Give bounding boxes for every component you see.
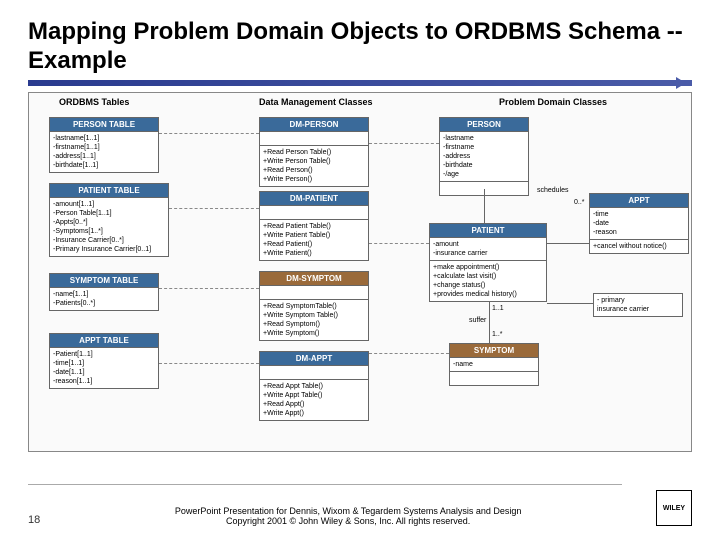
class-blank	[260, 365, 368, 379]
class-patient: PATIENT -amount -insurance carrier +make…	[429, 223, 547, 303]
dependency-line	[369, 143, 439, 144]
dependency-line	[169, 208, 259, 209]
class-appt-table: APPT TABLE -Patient[1..1] -time[1..1] -d…	[49, 333, 159, 389]
class-attrs: -time -date -reason	[590, 207, 688, 239]
class-attrs: - primary insurance carrier	[594, 294, 682, 316]
column-header-domain: Problem Domain Classes	[499, 97, 607, 107]
class-header: DM-APPT	[260, 352, 368, 365]
association-line	[489, 301, 490, 343]
class-dm-patient: DM-PATIENT +Read Patient Table() +Write …	[259, 191, 369, 261]
class-patient-table: PATIENT TABLE -amount[1..1] -Person Tabl…	[49, 183, 169, 258]
title-divider	[28, 80, 692, 86]
dependency-line	[369, 243, 429, 244]
class-ops: +make appointment() +calculate last visi…	[430, 260, 546, 301]
class-symptom-table: SYMPTOM TABLE -name[1..1] -Patients[0..*…	[49, 273, 159, 311]
class-attrs: -amount[1..1] -Person Table[1..1] -Appts…	[50, 197, 168, 257]
class-attrs: -name	[450, 357, 538, 371]
class-blank	[260, 285, 368, 299]
dependency-line	[159, 133, 259, 134]
class-dm-symptom: DM-SYMPTOM +Read SymptomTable() +Write S…	[259, 271, 369, 341]
multiplicity: 0..*	[574, 199, 585, 206]
class-dm-appt: DM-APPT +Read Appt Table() +Write Appt T…	[259, 351, 369, 421]
dependency-line	[159, 363, 259, 364]
class-header: PATIENT TABLE	[50, 184, 168, 197]
class-blank	[260, 131, 368, 145]
footer-divider	[28, 484, 622, 485]
slide: Mapping Problem Domain Objects to ORDBMS…	[0, 0, 720, 540]
column-header-ordbms: ORDBMS Tables	[59, 97, 129, 107]
class-attrs: -Patient[1..1] -time[1..1] -date[1..1] -…	[50, 347, 158, 388]
dependency-line	[369, 353, 449, 354]
class-ops: +Read Patient Table() +Write Patient Tab…	[260, 219, 368, 260]
association-line	[547, 303, 593, 304]
class-attrs: -name[1..1] -Patients[0..*]	[50, 287, 158, 310]
class-dm-person: DM-PERSON +Read Person Table() +Write Pe…	[259, 117, 369, 187]
assoc-label-suffer: suffer	[469, 317, 486, 324]
class-person-table: PERSON TABLE -lastname[1..1] -firstname[…	[49, 117, 159, 173]
class-blank	[260, 205, 368, 219]
multiplicity: 1..1	[492, 305, 504, 312]
class-attrs: -lastname -firstname -address -birthdate…	[440, 131, 528, 181]
class-header: APPT TABLE	[50, 334, 158, 347]
footer-line1: PowerPoint Presentation for Dennis, Wixo…	[175, 506, 522, 516]
class-header: SYMPTOM TABLE	[50, 274, 158, 287]
footer-text: PowerPoint Presentation for Dennis, Wixo…	[40, 506, 656, 526]
class-header: SYMPTOM	[450, 344, 538, 357]
class-header: PERSON	[440, 118, 528, 131]
slide-title: Mapping Problem Domain Objects to ORDBMS…	[28, 18, 692, 76]
column-header-dm: Data Management Classes	[259, 97, 373, 107]
class-header: PERSON TABLE	[50, 118, 158, 131]
logo-text: WILEY	[663, 505, 685, 512]
class-header: DM-SYMPTOM	[260, 272, 368, 285]
assoc-label-schedules: schedules	[537, 187, 569, 194]
footer-line2: Copyright 2001 © John Wiley & Sons, Inc.…	[226, 516, 470, 526]
dependency-line	[159, 288, 259, 289]
class-header: DM-PATIENT	[260, 192, 368, 205]
generalization-line	[484, 189, 485, 223]
class-attrs: -amount -insurance carrier	[430, 237, 546, 260]
class-blank	[450, 371, 538, 385]
class-symptom: SYMPTOM -name	[449, 343, 539, 386]
class-attrs: -lastname[1..1] -firstname[1..1] -addres…	[50, 131, 158, 172]
class-anon: - primary insurance carrier	[593, 293, 683, 317]
page-number: 18	[28, 514, 40, 526]
footer: 18 PowerPoint Presentation for Dennis, W…	[28, 490, 692, 526]
multiplicity: 1..*	[492, 331, 503, 338]
wiley-logo: WILEY	[656, 490, 692, 526]
class-person: PERSON -lastname -firstname -address -bi…	[439, 117, 529, 197]
class-appt: APPT -time -date -reason +cancel without…	[589, 193, 689, 254]
uml-diagram: ORDBMS Tables Data Management Classes Pr…	[28, 92, 692, 452]
class-header: APPT	[590, 194, 688, 207]
class-ops: +Read Person Table() +Write Person Table…	[260, 145, 368, 186]
class-ops: +cancel without notice()	[590, 239, 688, 253]
class-ops: +Read Appt Table() +Write Appt Table() +…	[260, 379, 368, 420]
class-ops: +Read SymptomTable() +Write Symptom Tabl…	[260, 299, 368, 340]
association-line	[547, 243, 589, 244]
class-header: DM-PERSON	[260, 118, 368, 131]
class-header: PATIENT	[430, 224, 546, 237]
